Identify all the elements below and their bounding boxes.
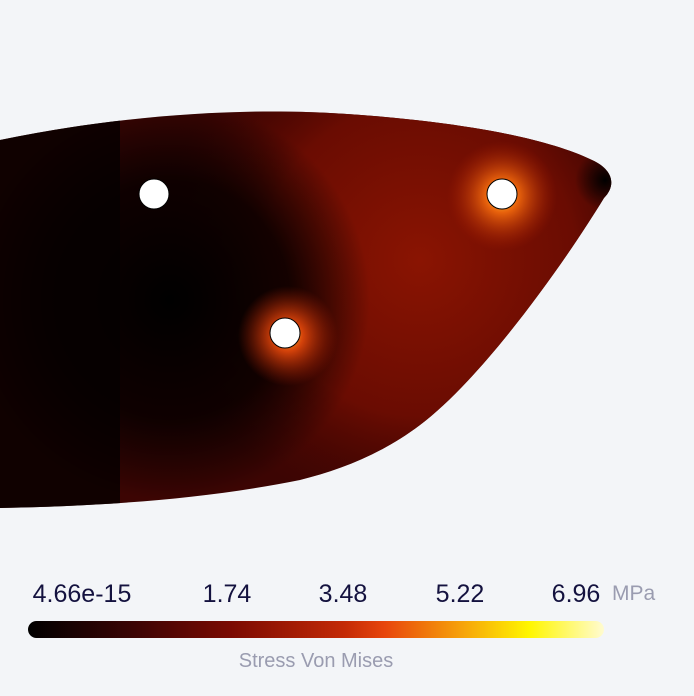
colorbar xyxy=(28,621,604,638)
legend-tick: 6.96 xyxy=(551,580,601,608)
legend-unit: MPa xyxy=(612,582,656,605)
legend-tick: 4.66e-15 xyxy=(32,580,132,608)
legend-tick: 5.22 xyxy=(435,580,485,608)
bolt-hole xyxy=(138,178,170,210)
legend-tick: 1.74 xyxy=(202,580,252,608)
bolt-hole xyxy=(269,317,301,349)
stress-plot xyxy=(0,111,612,508)
legend-title: Stress Von Mises xyxy=(238,650,394,672)
legend-tick: 3.48 xyxy=(318,580,368,608)
part-shape xyxy=(0,111,612,508)
bolt-hole xyxy=(486,178,518,210)
